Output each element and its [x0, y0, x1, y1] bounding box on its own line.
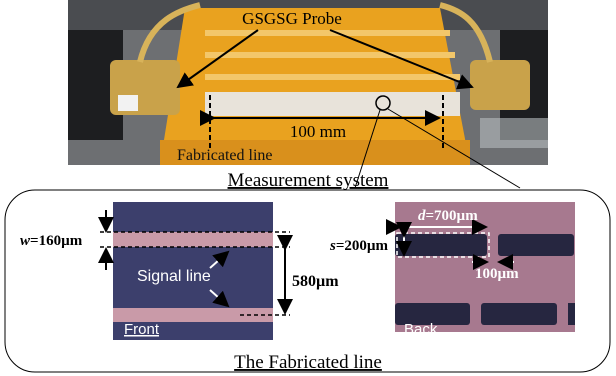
back-caption: Back: [404, 321, 438, 338]
s-label: s=200µm: [329, 238, 389, 254]
figure: GSGSG Probe 100 mm Fabricated line Measu…: [0, 0, 616, 376]
probe-label: GSGSG Probe: [242, 9, 342, 28]
d-label: d=700µm: [418, 208, 478, 224]
front-caption: Front: [124, 321, 160, 338]
length-label: 100 mm: [290, 122, 346, 141]
width-label: w=160µm: [20, 233, 83, 249]
line-label: Fabricated line: [177, 147, 273, 164]
gap-label: 100µm: [475, 266, 519, 282]
signal-label: Signal line: [137, 268, 211, 285]
caption: The Fabricated line: [234, 352, 382, 373]
caption: Measurement system: [228, 170, 389, 191]
pitch-label: 580µm: [292, 273, 339, 290]
